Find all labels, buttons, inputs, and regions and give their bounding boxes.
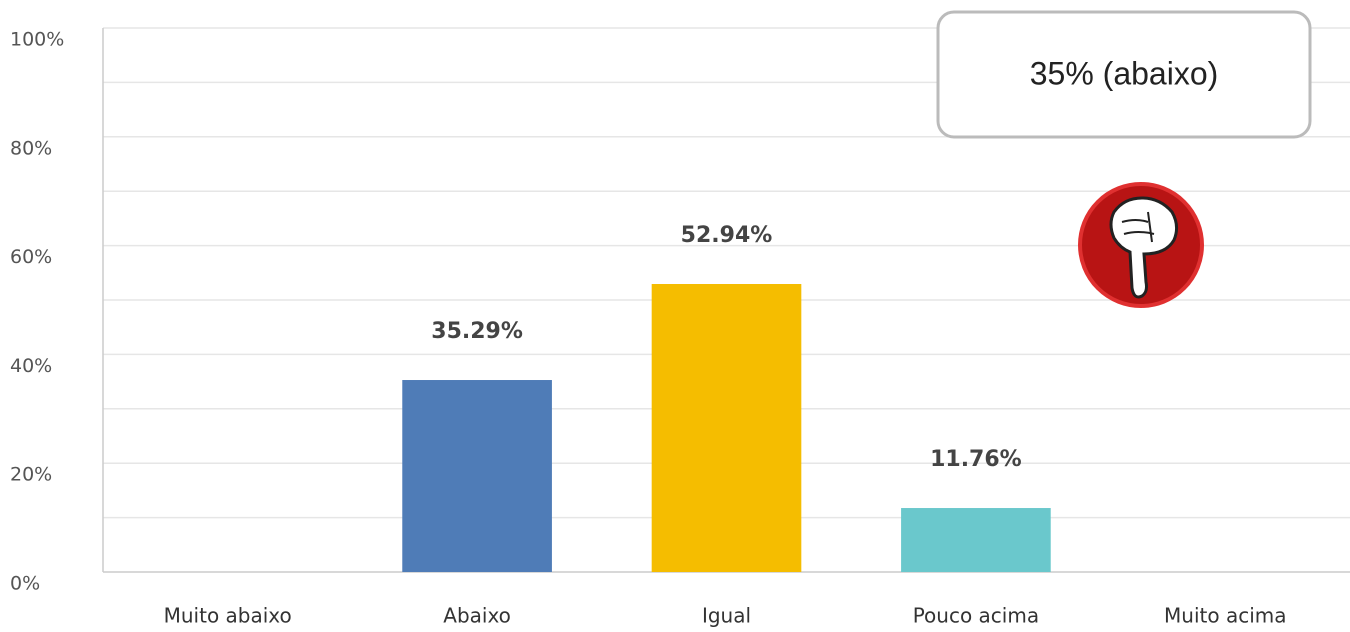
x-tick-label: Pouco acima xyxy=(913,604,1039,628)
annotation: 35% (abaixo) xyxy=(1030,55,1219,91)
bar xyxy=(402,380,552,572)
y-tick-label: 0% xyxy=(10,573,40,595)
value-label: 35.29% xyxy=(431,319,523,344)
y-tick-label: 100% xyxy=(10,29,64,51)
value-label: 52.94% xyxy=(681,223,773,248)
thumbs-down-icon xyxy=(1078,182,1204,308)
bar xyxy=(901,508,1051,572)
bar xyxy=(651,284,802,572)
x-tick-label: Abaixo xyxy=(443,604,511,628)
y-tick-label: 60% xyxy=(10,246,52,268)
x-tick-label: Igual xyxy=(702,604,751,628)
y-tick-label: 40% xyxy=(10,355,52,377)
x-tick-label: Muito abaixo xyxy=(164,604,292,628)
y-tick-label: 80% xyxy=(10,137,52,159)
annotation-box xyxy=(936,10,1312,139)
x-tick-label: Muito acima xyxy=(1164,604,1286,628)
y-tick-label: 20% xyxy=(10,464,52,486)
value-label: 11.76% xyxy=(930,447,1022,472)
